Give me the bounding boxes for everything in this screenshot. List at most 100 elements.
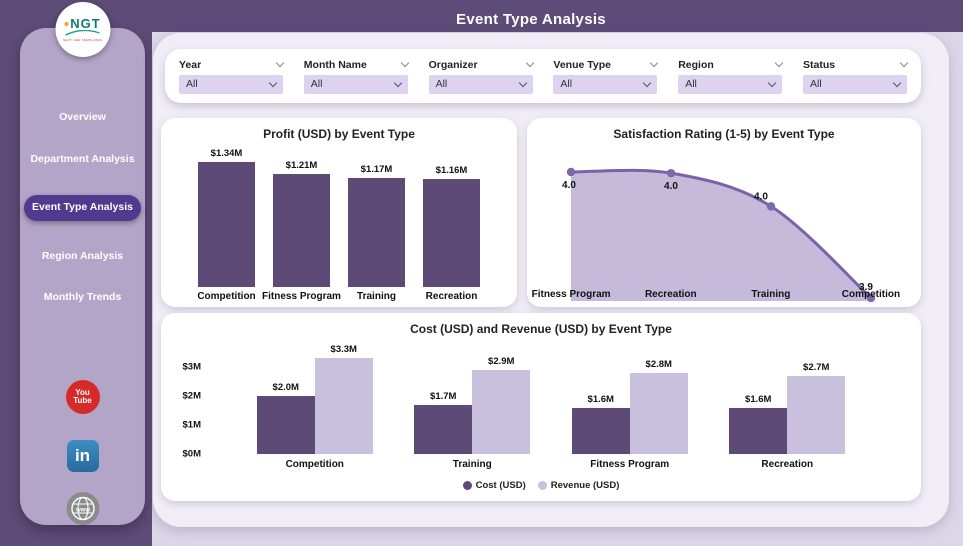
sidebar-item-overview[interactable]: Overview [59,111,106,123]
category-label: Training [751,289,791,300]
category-label: Recreation [644,289,697,300]
globe-glyph: www [70,496,95,521]
profit-chart-title: Profit (USD) by Event Type [263,127,415,141]
page-title-banner: Event Type Analysis [253,7,809,32]
filter-dropdown-month-name[interactable]: All [303,74,408,94]
sidebar-item-region-analysis[interactable]: Region Analysis [41,249,124,262]
legend-item-cost-usd-[interactable]: Cost (USD) [462,480,526,491]
filter-label: Region [678,58,714,71]
point-value-label: 4.0 [754,191,768,202]
profit-bar[interactable] [348,177,405,287]
profit-bar[interactable] [423,178,480,287]
bar-value-label: $1.17M [360,163,393,175]
filter-dropdown-venue-type[interactable]: All [553,74,658,94]
logo-swoosh-icon [65,30,100,36]
chevron-down-icon[interactable] [525,58,534,68]
bar-value-label: $1.16M [435,164,468,176]
data-point-marker[interactable] [866,293,876,303]
legend-item-revenue-usd-[interactable]: Revenue (USD) [537,480,619,491]
profit-bar[interactable] [198,162,255,287]
filter-organizer: Organizer All [428,58,534,94]
cost-revenue-y-axis: $0M $1M $2M $3M [179,313,201,460]
youtube-icon[interactable]: You Tube [65,380,100,414]
bar-group-recreation: $1.6M $2.7M Recreation [729,362,846,470]
cost-usd--bar[interactable] [414,404,473,454]
chevron-down-icon [518,78,527,87]
logo-acronym: NGT [70,16,101,31]
top-strip [0,0,963,32]
filter-status: Status All [802,58,909,94]
chevron-down-icon[interactable] [275,58,285,68]
filter-label-row: Region [678,58,784,71]
filter-venue-type: Venue Type All [553,58,659,94]
profit-bar[interactable] [273,174,330,287]
revenue-usd--bar[interactable] [314,358,373,454]
bar-wrap: $3.3M [314,344,373,454]
profit-bar-column: $1.34M Competition [197,146,255,302]
bar-group-training: $1.7M $2.9M Training [414,355,531,470]
filter-dropdown-status[interactable]: All [802,74,907,94]
chevron-down-icon[interactable] [400,58,410,68]
bar-value-label: $1.7M [430,390,457,402]
data-point-marker[interactable] [766,202,776,211]
filter-label: Venue Type [553,58,611,71]
bar-wrap: $2.0M [256,382,315,454]
profit-bar-column: $1.16M Recreation [423,146,480,302]
sidebar-item-event-type-analysis[interactable]: Event Type Analysis [24,195,141,221]
filter-dropdown-organizer[interactable]: All [428,74,533,94]
bar-value-label: $2.9M [488,355,515,367]
bar-wrap: $1.6M [571,393,630,454]
cost-revenue-chart: $2.0M $3.3M Competition $1.7M $2.9M Training $… [236,333,866,470]
globe-icon[interactable]: www [66,492,99,525]
revenue-usd--bar[interactable] [472,369,531,454]
category-label: Fitness Program [531,289,611,300]
profit-chart-card: Profit (USD) by Event Type $1.34M Competi… [161,118,517,307]
filter-dropdown-region[interactable]: All [678,74,783,94]
satisfaction-chart-title: Satisfaction Rating (1-5) by Event Type [613,127,835,141]
bar-group-fitness-program: $1.6M $2.8M Fitness Program [571,359,688,470]
legend-dot-icon [537,481,547,490]
satisfaction-area-chart[interactable]: 4.0 4.0 4.0 3.9 [527,137,921,307]
cost-usd--bar[interactable] [729,407,788,454]
y-axis-tick-label: $0M [182,448,201,460]
filter-label-row: Month Name [304,58,410,71]
sidebar-item-monthly-trends[interactable]: Monthly Trends [43,291,122,304]
svg-text:www: www [74,507,89,513]
revenue-usd--bar[interactable] [787,375,846,454]
chevron-down-icon[interactable] [650,58,659,68]
bar-value-label: $1.34M [210,148,243,159]
sidebar-item-department-analysis[interactable]: Department Analysis [30,152,135,165]
cost-usd--bar[interactable] [571,407,630,454]
chevron-down-icon [268,78,278,87]
cost-usd--bar[interactable] [256,396,315,454]
bar-value-label: $1.6M [745,393,772,405]
chevron-down-icon[interactable] [899,58,909,68]
sidebar: NGT NEXT GEN TEMPLATES Overview Departmen… [20,2,145,525]
logo-dot-icon [64,21,69,26]
category-label: Fitness Program [590,459,670,470]
category-label: Recreation [425,291,478,302]
bar-value-label: $1.6M [587,393,614,405]
satisfaction-area-fill [571,170,871,301]
filter-label: Year [179,58,202,71]
filter-bar: Year All Month Name All Organizer All Venue Ty… [165,49,921,103]
data-point-marker[interactable] [566,167,576,177]
youtube-text-bottom: Tube [73,396,92,405]
filter-value: All [560,78,573,90]
chevron-down-icon [643,78,652,87]
category-label: Competition [841,289,901,300]
filter-label-row: Year [179,58,285,71]
bar-value-label: $3.3M [330,344,357,356]
profit-chart: $1.34M Competition $1.21M Fitness Program $1… [161,146,517,302]
filter-label: Organizer [428,58,478,71]
category-label: Recreation [761,459,814,470]
bar-wrap: $1.6M [729,393,788,454]
filter-label-row: Status [803,58,909,71]
linkedin-icon[interactable]: in [66,440,99,472]
filter-dropdown-year[interactable]: All [179,74,283,94]
y-axis-tick-label: $1M [182,419,201,431]
revenue-usd--bar[interactable] [629,372,688,454]
data-point-marker[interactable] [666,168,676,178]
linkedin-text: in [74,446,91,465]
chevron-down-icon[interactable] [774,58,784,68]
